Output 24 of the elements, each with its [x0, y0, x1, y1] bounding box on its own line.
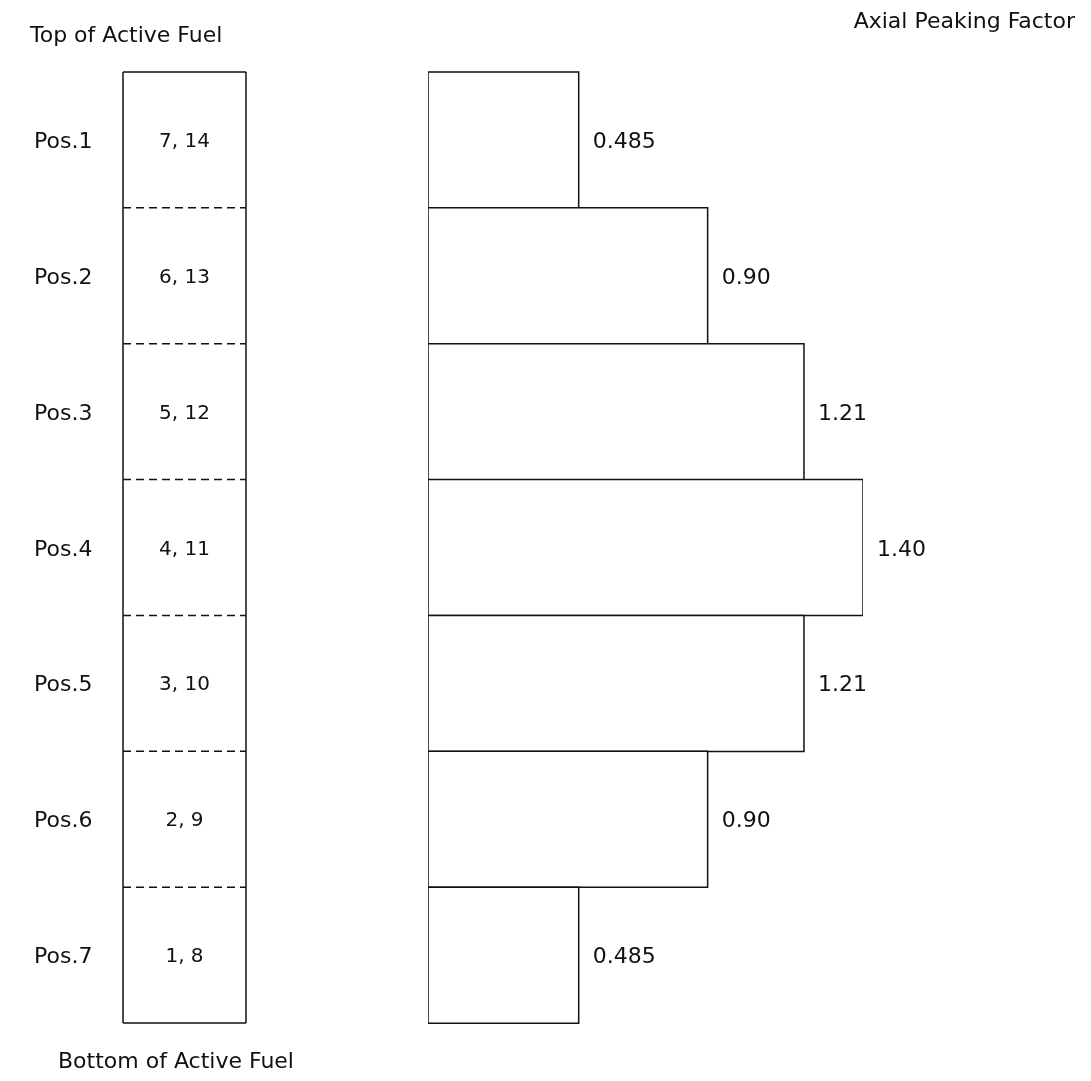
- y-tick-label: Pos.7: [34, 943, 93, 969]
- text: 2, 9: [165, 807, 204, 832]
- text: Top of Active Fuel: [30, 22, 223, 47]
- data-label: 1.21: [817, 671, 867, 697]
- text: 1, 8: [165, 943, 204, 968]
- text: Bottom of Active Fuel: [58, 1048, 294, 1073]
- data-label: 1.21: [817, 399, 867, 425]
- y-tick-label: Pos.3: [34, 399, 93, 425]
- data-label: 1.40: [877, 535, 926, 561]
- text: 5, 12: [159, 399, 210, 424]
- text: 6, 13: [159, 263, 210, 288]
- y-tick-label: Pos.5: [34, 671, 93, 697]
- data-label: 0.485: [592, 943, 656, 969]
- text: Axial Peaking Factor: [853, 8, 1075, 33]
- y-tick-label: Pos.6: [34, 807, 93, 833]
- y-tick-label: Pos.2: [34, 263, 93, 289]
- text: 3, 10: [159, 671, 210, 696]
- data-label: 0.90: [721, 807, 771, 833]
- data-label: 0.485: [592, 128, 656, 153]
- y-tick-label: Pos.1: [34, 127, 93, 153]
- y-tick-label: Pos.4: [34, 535, 93, 561]
- text: 4, 11: [159, 535, 210, 560]
- data-label: 0.90: [721, 263, 771, 289]
- text: 7, 14: [159, 127, 210, 152]
